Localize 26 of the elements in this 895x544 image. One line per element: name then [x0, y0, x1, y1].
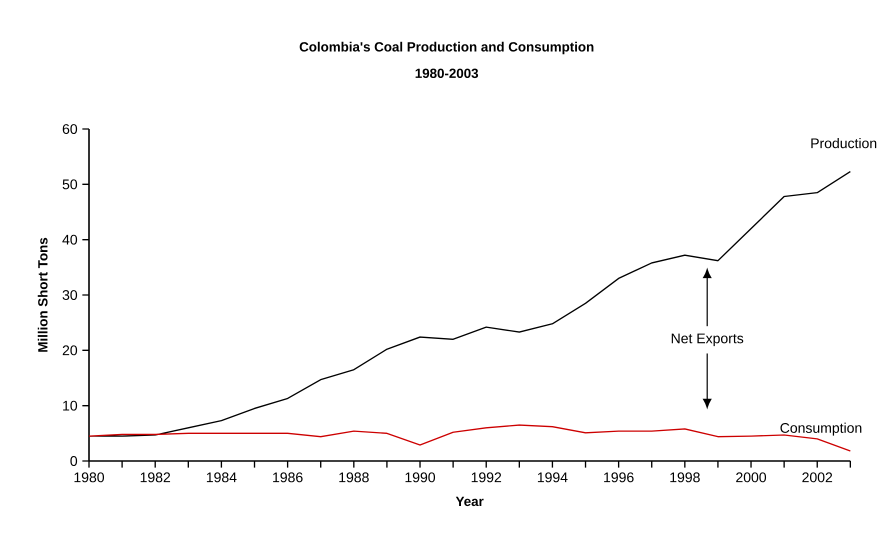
x-tick-label: 1988 [339, 472, 369, 482]
x-tick-label: 1982 [140, 472, 170, 482]
chart-subtitle: 1980-2003 [416, 68, 478, 78]
y-tick-label: 20 [62, 345, 78, 356]
series-label: Consumption [780, 422, 862, 436]
y-axis-title: Million Short Tons [38, 238, 48, 352]
text: Production [811, 138, 876, 148]
x-tick-label: 1998 [670, 472, 700, 482]
y-tick-label: 40 [62, 234, 78, 245]
x-tick-label: 1996 [604, 472, 634, 482]
y-tick-label: 10 [63, 400, 78, 411]
annotation: Net Exports [672, 334, 744, 346]
x-tick-label: 2002 [802, 472, 832, 482]
x-axis-title: Year [456, 496, 484, 506]
y-tick-label: 60 [62, 124, 78, 134]
y-tick-label: 50 [62, 179, 78, 190]
x-tick-label: 1992 [472, 472, 502, 482]
x-tick-label: 1980 [74, 472, 104, 482]
y-tick-label: 30 [62, 290, 78, 300]
y-tick-label: 0 [70, 456, 78, 466]
x-tick-label: 2000 [736, 472, 766, 482]
x-tick-label: 1990 [406, 472, 436, 482]
x-tick-label: 1986 [273, 472, 303, 482]
x-tick-label: 1984 [206, 472, 237, 482]
x-tick-label: 1994 [538, 472, 568, 482]
chart-title: Colombia's Coal Production and Consumption [300, 42, 594, 54]
